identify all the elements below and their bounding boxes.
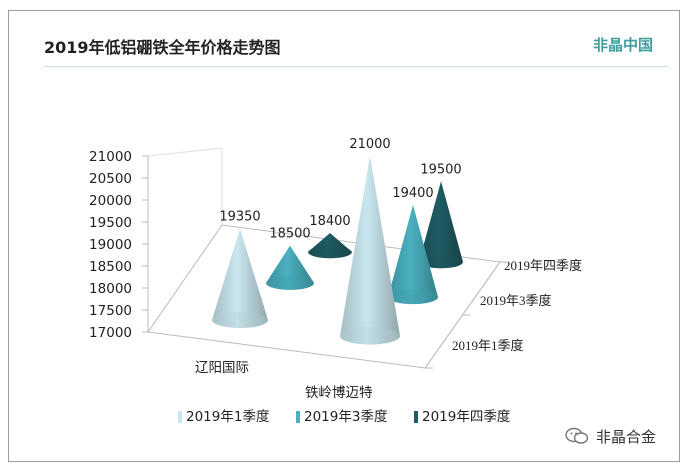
brand-label: 非晶中国 [592,36,653,54]
cone-base [266,276,314,290]
legend-label: 2019年3季度 [304,409,387,425]
cone-mark [308,233,352,259]
category-label: 辽阳国际 [195,360,249,375]
legend-swatch [178,411,182,423]
legend-label: 2019年四季度 [422,409,510,425]
cone-mark [388,204,438,305]
y-tick-label: 17500 [89,303,132,319]
y-tick-label: 21000 [89,149,132,165]
depth-axis-label: 2019年1季度 [452,338,524,353]
y-axis-top-edge [147,147,223,157]
data-label: 19400 [392,186,433,201]
y-tick-label: 17000 [89,325,132,341]
cone-base [308,245,352,259]
category-label: 铁岭博迈特 [305,384,373,400]
legend-swatch [296,411,300,423]
data-label: 21000 [349,137,390,152]
legend-swatch [414,411,418,423]
cone-base [419,255,463,269]
footer-brand-text: 非晶合金 [596,428,657,446]
data-label: 19500 [420,162,461,177]
cone-mark [340,156,400,345]
chart-frame [8,10,680,462]
cone-base [388,289,438,305]
cone-mark [212,228,268,328]
cone-mark [266,245,314,290]
depth-axis-label: 2019年3季度 [480,293,552,308]
y-tick-label: 20000 [89,193,132,209]
wechat-icon [564,426,590,450]
legend-label: 2019年1季度 [186,409,269,425]
data-label: 19350 [219,210,260,225]
cone-mark [419,181,463,269]
y-tick-label: 18000 [89,281,132,297]
cone-base [340,327,400,345]
header-divider [44,66,668,67]
y-tick-label: 20500 [89,171,132,187]
data-label: 18500 [269,227,310,242]
y-tick-label: 19000 [89,237,132,253]
depth-axis-label: 2019年四季度 [504,258,582,273]
cone-base [212,312,268,328]
data-label: 18400 [309,214,350,229]
y-tick-label: 19500 [89,215,132,231]
y-tick-label: 18500 [89,259,132,275]
chart-title: 2019年低铝硼铁全年价格走势图 [44,38,281,57]
